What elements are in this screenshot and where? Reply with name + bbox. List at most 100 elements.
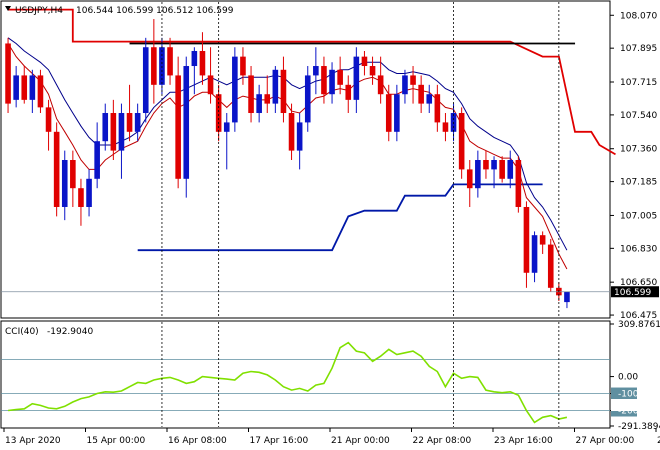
candle-body [183,66,190,179]
time-tick-label: 17 Apr 16:00 [250,436,309,446]
candle [321,56,327,104]
candle [256,84,262,123]
candle [313,47,319,95]
candle-body [547,244,554,288]
candle [458,107,465,179]
time-axis: 13 Apr 2020 15 Apr 00:00 16 Apr 08:00 17 Ap… [3,428,660,446]
candle-body [394,94,400,132]
candle-body [21,75,28,100]
candle-body [402,75,408,95]
price-tick-label: 106.475 [620,311,657,321]
candle-body [70,160,76,189]
time-tick-label: 13 Apr 2020 [5,436,61,446]
candle [531,231,538,283]
candle-body [434,94,441,123]
candle [288,103,295,160]
candle [402,69,408,104]
candle-body [288,113,295,151]
price-tick-label: 107.540 [620,111,657,121]
candle-body [442,122,449,132]
candle [191,47,198,95]
candle-body [264,94,271,104]
candle-body [466,169,473,189]
candle-body [458,113,465,170]
channel-layer [8,8,616,252]
candle-body [418,84,424,104]
candle [264,75,271,114]
candle-body [53,131,60,207]
candle [175,56,181,189]
candle-body [523,206,530,273]
candle [491,156,497,189]
dropdown-triangle-icon[interactable] [5,6,11,11]
cci-tick-label: -291.3894 [618,422,660,432]
price-tick-label: 107.715 [620,78,657,88]
price-panel [0,0,611,319]
cci-panel [0,320,611,429]
candle-body [37,75,44,108]
price-tick-label: 106.650 [620,278,657,288]
cci-tick-label: -100 [618,390,639,400]
candle [110,99,117,160]
candle-body [78,188,84,207]
ohlc-label: 106.544 106.599 106.512 106.599 [76,6,234,16]
time-tick-label: 22 Apr 08:00 [413,436,472,446]
price-tick-label: 107.360 [620,145,657,155]
cci-name-label: CCI(40) [5,327,39,337]
candle-body [223,122,230,132]
candle-body [361,56,368,67]
price-tick-label: 107.005 [620,211,657,221]
candle [183,56,190,198]
candle-body [345,84,352,100]
candle-body [118,113,125,151]
candle [37,69,44,114]
candle [102,103,109,151]
candle [223,113,230,170]
slow-moving-average [7,37,568,251]
candle [385,84,392,142]
price-tick-label: 106.830 [620,244,657,254]
candle [304,66,311,132]
candle [507,150,514,189]
time-tick-label: 16 Apr 08:00 [168,436,227,446]
candle [78,178,84,226]
candle-body [304,75,311,123]
symbol-label: USDJPY,H4 [15,6,63,16]
candle-body [126,113,133,132]
cci-level-tag [611,387,637,400]
cci-value-label: -192.9040 [47,327,93,337]
candle [547,238,554,292]
candle [515,156,522,213]
candle-body [539,235,546,245]
candle [232,47,238,132]
candle [61,150,68,221]
price-tick-label: 107.185 [620,178,657,188]
candle-body [564,291,570,303]
candle [167,37,173,85]
candle [296,113,303,170]
candle-body [321,66,327,95]
candle-body [296,122,303,151]
candle-body [337,69,343,85]
candle-body [507,160,514,179]
candle-body [94,141,100,179]
candle-body [232,56,238,123]
upper-channel-line [8,8,616,156]
time-tick-label: 23 Apr 16:00 [494,436,553,446]
candle [539,231,546,254]
candle [86,169,92,217]
candle-body [29,75,36,100]
candle-body [531,235,538,273]
candle-body [142,47,149,114]
candle [21,66,28,104]
candle [134,103,141,142]
candle [142,37,149,123]
candle-body [515,160,522,207]
candle-body [5,43,11,104]
candle [483,150,489,179]
candle [377,56,384,104]
candle-body [353,56,360,100]
candle [418,75,424,114]
candle-body [61,160,68,207]
